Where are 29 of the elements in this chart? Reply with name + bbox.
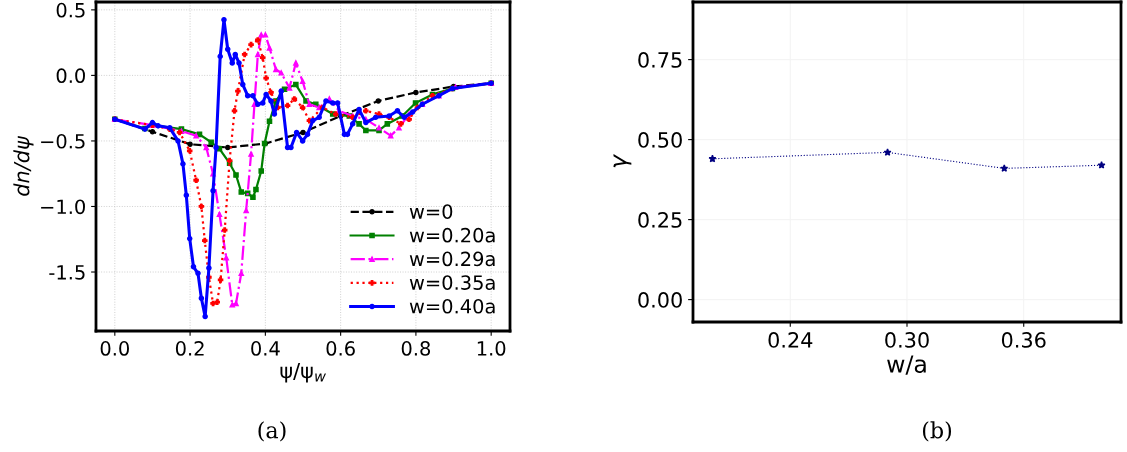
x-tick-label: 0.36 xyxy=(1001,332,1046,348)
y-tick-label: 0.50 xyxy=(638,132,682,148)
legend-label: w=0 xyxy=(409,204,453,219)
y-tick-label: 0.0 xyxy=(56,68,85,84)
y-axis-title: dn/dψ xyxy=(13,135,34,196)
x-tick-label: 0.6 xyxy=(326,341,355,356)
x-tick-label: 1.0 xyxy=(477,341,506,356)
x-tick-label: 0.30 xyxy=(885,332,929,348)
y-tick-label: 0.75 xyxy=(638,52,682,68)
y-axis-title: γ xyxy=(613,153,632,168)
legend-label: w=0.29a xyxy=(409,251,495,267)
legend-label: w=0.20a xyxy=(409,227,495,243)
x-tick-label: 0.2 xyxy=(175,341,204,356)
text: (a) xyxy=(258,421,286,442)
x-axis-title: w/a xyxy=(887,355,926,375)
legend-label: w=0.40a xyxy=(409,298,495,314)
x-tick-label: 0.8 xyxy=(401,341,431,356)
x-tick-label: 0.0 xyxy=(100,341,129,356)
x-tick-label: 0.24 xyxy=(768,332,813,348)
x-tick-label: 0.4 xyxy=(251,341,280,356)
y-tick-label: 0.25 xyxy=(638,212,682,228)
y-tick-label: 0.00 xyxy=(638,292,682,308)
y-tick-label: −0.5 xyxy=(41,133,85,149)
x-axis-title: ψ/ψ$_{w}$ xyxy=(280,362,326,383)
legend-label: w=0.35a xyxy=(409,275,495,290)
y-tick-label: −1.0 xyxy=(41,199,85,215)
y-tick-label: 0.5 xyxy=(56,2,85,18)
text: (b) xyxy=(922,421,952,442)
y-tick-label: -1.5 xyxy=(49,265,85,280)
